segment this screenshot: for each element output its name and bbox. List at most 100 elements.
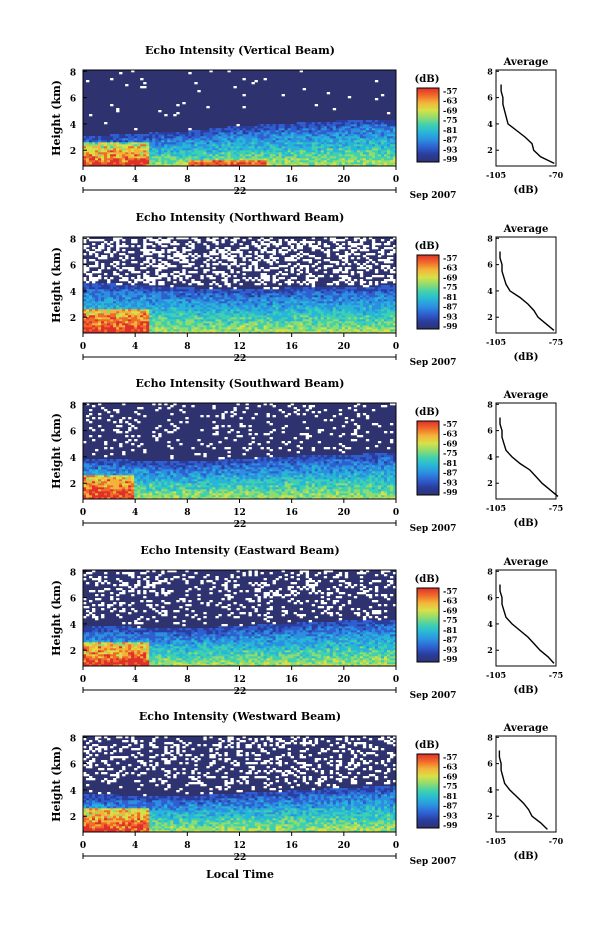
colorbar-unit: (dB)	[415, 574, 440, 585]
average-title: Average	[503, 723, 549, 734]
colorbar	[417, 421, 439, 495]
y-tick-label: 2	[70, 647, 76, 657]
x-tick-label: 12	[233, 675, 246, 685]
day-label: 22	[234, 520, 247, 530]
y-tick-label: 2	[70, 813, 76, 823]
x-tick-label: 8	[184, 841, 190, 851]
colorbar-tick-label: -93	[443, 311, 458, 321]
y-tick-label: 6	[70, 95, 76, 105]
colorbar-tick-label: -93	[443, 810, 458, 820]
y-tick-label: 6	[70, 761, 76, 771]
panel-1: Echo Intensity (Northward Beam)2468Heigh…	[50, 211, 563, 368]
heatmap-3	[83, 570, 396, 666]
x-tick-label: 0	[393, 675, 399, 685]
colorbar-tick-label: -81	[443, 125, 457, 135]
average-y-tick-label: 2	[487, 478, 493, 488]
average-x-tick-label: -75	[549, 503, 563, 513]
x-tick-label: 8	[184, 342, 190, 352]
x-tick-label: 16	[285, 841, 298, 851]
day-label: 22	[234, 853, 247, 863]
x-tick-label: 0	[80, 342, 86, 352]
colorbar	[417, 255, 439, 329]
colorbar-tick-label: -57	[443, 586, 457, 596]
colorbar-tick-label: -57	[443, 419, 457, 429]
y-tick-label: 6	[70, 428, 76, 438]
x-tick-label: 16	[285, 675, 298, 685]
colorbar-tick-label: -99	[443, 154, 458, 164]
average-x-tick-label: -75	[549, 337, 563, 347]
colorbar-tick-label: -87	[443, 635, 457, 645]
colorbar-tick-label: -75	[443, 781, 457, 791]
average-x-tick-label: -105	[486, 836, 506, 846]
x-tick-label: 0	[393, 342, 399, 352]
average-y-tick-label: 6	[487, 260, 493, 270]
y-tick-label: 4	[70, 621, 76, 631]
average-x-tick-label: -70	[549, 836, 564, 846]
x-tick-label: 0	[393, 841, 399, 851]
colorbar-tick-label: -75	[443, 282, 457, 292]
average-y-tick-label: 2	[487, 145, 493, 155]
average-title: Average	[503, 57, 549, 68]
x-tick-label: 0	[80, 841, 86, 851]
average-y-tick-label: 6	[487, 759, 493, 769]
x-tick-label: 4	[132, 342, 138, 352]
average-profile-line	[499, 751, 547, 830]
panel-4: Echo Intensity (Westward Beam)2468Height…	[50, 710, 564, 867]
colorbar-unit: (dB)	[415, 407, 440, 418]
x-tick-label: 20	[338, 175, 351, 185]
x-tick-label: 0	[393, 508, 399, 518]
panel-title: Echo Intensity (Southward Beam)	[136, 377, 345, 390]
colorbar-tick-label: -69	[443, 105, 458, 115]
average-y-tick-label: 6	[487, 593, 493, 603]
colorbar-tick-label: -57	[443, 253, 457, 263]
average-profile-line	[501, 85, 554, 164]
x-axis-label: Local Time	[206, 868, 274, 881]
date-label: Sep 2007	[410, 691, 457, 701]
average-y-tick-label: 8	[487, 566, 493, 576]
average-y-tick-label: 4	[487, 119, 493, 129]
x-tick-label: 20	[338, 508, 351, 518]
y-tick-label: 8	[70, 235, 76, 245]
x-tick-label: 12	[233, 508, 246, 518]
x-tick-label: 8	[184, 675, 190, 685]
day-label: 22	[234, 687, 247, 697]
colorbar	[417, 588, 439, 662]
heatmap-2	[83, 403, 396, 499]
average-y-tick-label: 4	[487, 619, 493, 629]
colorbar-unit: (dB)	[415, 740, 440, 751]
panel-3: Echo Intensity (Eastward Beam)2468Height…	[50, 544, 563, 701]
y-tick-label: 4	[70, 288, 76, 298]
average-title: Average	[503, 557, 549, 568]
x-tick-label: 0	[80, 675, 86, 685]
average-x-label: (dB)	[514, 185, 539, 196]
panel-title: Echo Intensity (Eastward Beam)	[140, 544, 339, 557]
y-axis-label: Height (km)	[50, 413, 63, 489]
y-tick-label: 2	[70, 147, 76, 157]
y-tick-label: 6	[70, 262, 76, 272]
average-y-tick-label: 6	[487, 426, 493, 436]
average-x-label: (dB)	[514, 352, 539, 363]
colorbar-tick-label: -99	[443, 654, 458, 664]
panel-0: Echo Intensity (Vertical Beam)2468Height…	[50, 44, 564, 201]
average-frame	[496, 70, 556, 166]
x-tick-label: 0	[80, 175, 86, 185]
colorbar-tick-label: -81	[443, 292, 457, 302]
average-profile-line	[500, 585, 554, 664]
y-tick-label: 2	[70, 314, 76, 324]
x-tick-label: 4	[132, 175, 138, 185]
average-y-tick-label: 8	[487, 233, 493, 243]
heatmap-4	[83, 736, 396, 832]
y-tick-label: 8	[70, 68, 76, 78]
date-label: Sep 2007	[410, 191, 457, 201]
x-tick-label: 20	[338, 675, 351, 685]
colorbar-tick-label: -87	[443, 135, 457, 145]
average-x-label: (dB)	[514, 518, 539, 529]
x-tick-label: 16	[285, 342, 298, 352]
average-y-tick-label: 8	[487, 399, 493, 409]
x-tick-label: 8	[184, 508, 190, 518]
x-tick-label: 12	[233, 175, 246, 185]
panel-title: Echo Intensity (Vertical Beam)	[145, 44, 335, 57]
colorbar-tick-label: -87	[443, 801, 457, 811]
colorbar-tick-label: -69	[443, 605, 458, 615]
average-y-tick-label: 6	[487, 93, 493, 103]
